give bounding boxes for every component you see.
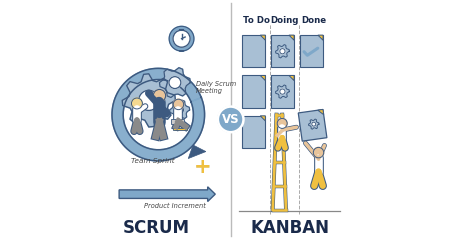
Polygon shape [188, 145, 206, 159]
Polygon shape [308, 119, 319, 129]
FancyArrow shape [119, 187, 215, 202]
Text: Doing: Doing [271, 16, 299, 25]
Text: KANBAN: KANBAN [251, 219, 330, 237]
Circle shape [131, 98, 142, 109]
Polygon shape [122, 74, 175, 127]
Circle shape [280, 49, 285, 54]
Polygon shape [289, 75, 294, 81]
Polygon shape [260, 116, 265, 121]
Bar [271, 75, 294, 108]
Polygon shape [260, 35, 265, 40]
Circle shape [173, 30, 190, 47]
Circle shape [139, 90, 159, 110]
Text: Team Sprint: Team Sprint [130, 158, 174, 164]
Text: SCRUM: SCRUM [123, 219, 190, 237]
Circle shape [277, 118, 287, 128]
Polygon shape [169, 26, 194, 51]
Polygon shape [318, 109, 324, 115]
Bar [242, 116, 265, 148]
Circle shape [173, 99, 184, 110]
Circle shape [312, 122, 316, 126]
Polygon shape [112, 68, 205, 161]
Polygon shape [275, 45, 289, 58]
Polygon shape [170, 100, 190, 120]
Bar [171, 119, 185, 124]
Bar [242, 35, 265, 67]
Text: VS: VS [222, 113, 240, 126]
Circle shape [280, 89, 285, 94]
Polygon shape [159, 68, 190, 97]
Text: Done: Done [301, 16, 326, 25]
Polygon shape [260, 75, 265, 81]
Text: +: + [193, 157, 211, 177]
Polygon shape [275, 85, 289, 98]
Circle shape [153, 90, 166, 102]
Bar [300, 35, 323, 67]
Text: To Do: To Do [243, 16, 269, 25]
Text: +: + [193, 157, 211, 177]
Circle shape [169, 77, 181, 89]
Text: Product Increment: Product Increment [144, 203, 206, 209]
Circle shape [313, 147, 324, 158]
Bar [271, 35, 294, 67]
Circle shape [218, 107, 244, 132]
Polygon shape [298, 109, 327, 141]
Polygon shape [289, 35, 294, 40]
Circle shape [176, 106, 184, 114]
Bar [242, 75, 265, 108]
Polygon shape [318, 35, 323, 40]
Text: Daily Scrum
Meeting: Daily Scrum Meeting [196, 80, 236, 94]
Bar [173, 128, 187, 130]
